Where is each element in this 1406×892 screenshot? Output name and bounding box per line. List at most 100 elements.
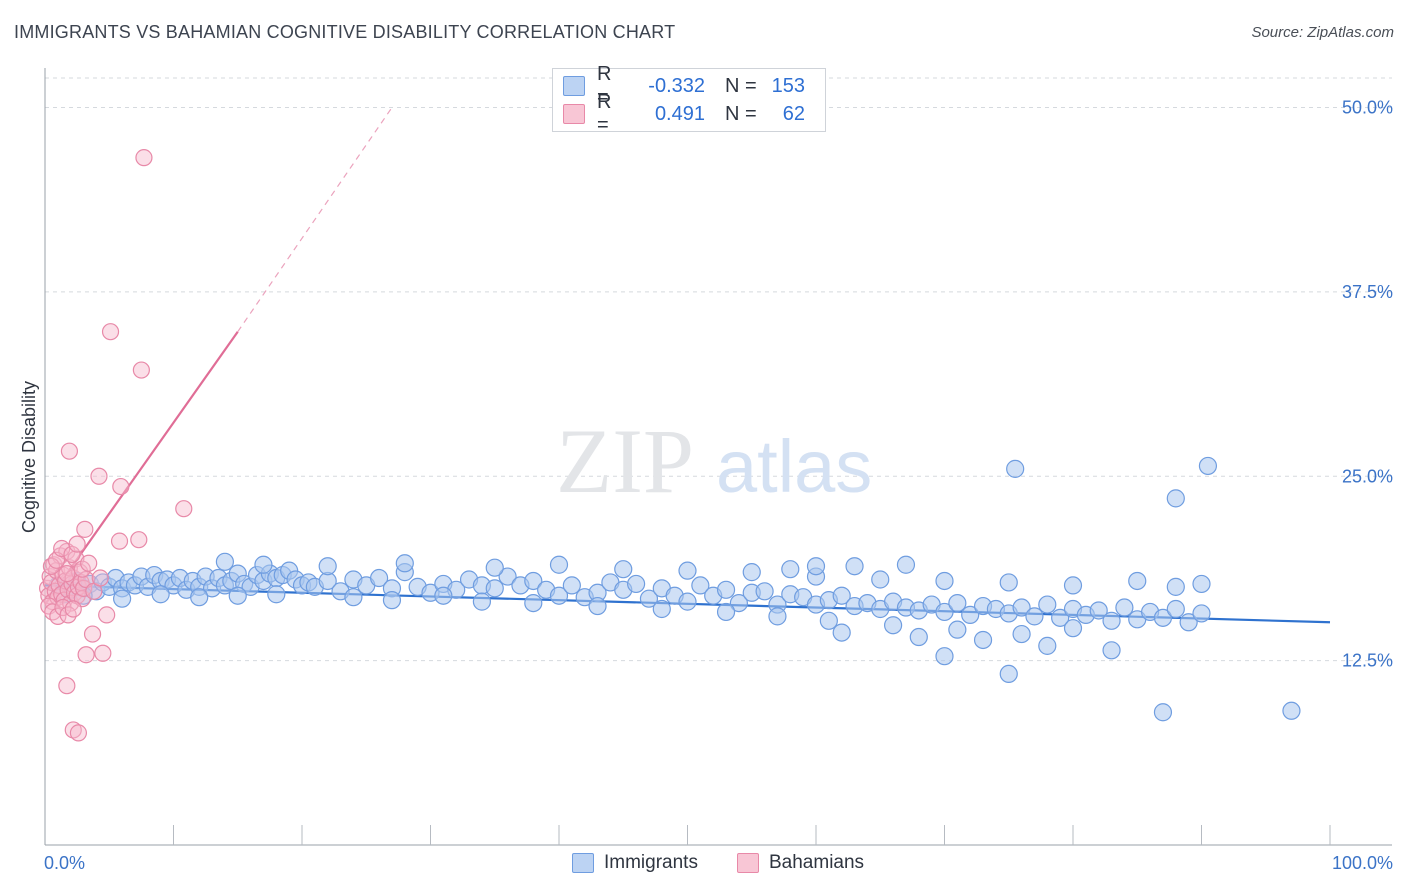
bahamians-point <box>58 564 76 583</box>
bahamians-swatch <box>737 853 759 873</box>
immigrants-point <box>267 585 286 604</box>
immigrants-points <box>48 456 1301 722</box>
bahamians-point <box>63 545 81 564</box>
immigrants-point <box>883 616 903 635</box>
immigrants-point <box>1089 601 1108 620</box>
immigrants-point <box>1166 489 1185 508</box>
bahamians-point <box>69 724 88 742</box>
immigrants-point <box>896 555 916 574</box>
immigrants-point <box>626 574 646 594</box>
immigrants-point <box>344 588 363 607</box>
immigrants-point <box>961 605 980 625</box>
immigrants-label: Immigrants <box>604 852 698 873</box>
legend-row-bahamians: R = 0.491 N = 62 <box>563 91 805 136</box>
trend-lines <box>44 107 1331 624</box>
immigrants-point <box>588 596 607 616</box>
gridlines <box>45 77 1392 662</box>
legend-item-bahamians[interactable]: Bahamians <box>737 852 864 874</box>
y-tick-label: 37.5% <box>1342 282 1393 302</box>
bahamians-point <box>80 554 98 572</box>
immigrants-point <box>524 593 543 613</box>
immigrants-point <box>1153 703 1173 722</box>
immigrants-point <box>485 579 504 598</box>
legend-row-immigrants: R = -0.332 N = 153 <box>563 63 805 108</box>
bahamians-point <box>112 477 130 496</box>
legend-swatch-immigrants <box>563 76 585 96</box>
immigrants-point <box>832 623 851 642</box>
immigrants-point <box>1179 613 1198 632</box>
axes <box>44 68 1392 846</box>
x-tick-label-max: 100.0% <box>1332 853 1393 873</box>
source-label: Source: ZipAtlas.com <box>1251 24 1394 41</box>
immigrants-point <box>742 563 761 582</box>
immigrants-point <box>755 582 774 601</box>
immigrants-point <box>639 589 659 608</box>
immigrants-point <box>1012 598 1031 617</box>
legend-r-value: 0.491 <box>654 102 705 125</box>
bahamians-trendline-extension <box>237 107 393 333</box>
immigrants-point <box>729 593 749 613</box>
bahamians-point <box>98 606 116 624</box>
bahamians-point <box>132 361 150 379</box>
immigrants-point <box>845 557 864 576</box>
immigrants-point <box>999 664 1018 684</box>
bahamians-label: Bahamians <box>769 852 865 873</box>
immigrants-point <box>871 570 890 589</box>
immigrants-point <box>948 620 967 639</box>
immigrants-point <box>228 586 247 605</box>
y-tick-label: 25.0% <box>1342 466 1393 486</box>
immigrants-point <box>1192 604 1211 623</box>
immigrants-point <box>190 588 209 607</box>
bahamians-point <box>101 323 120 341</box>
immigrants-point <box>382 591 402 610</box>
bahamians-point <box>175 500 193 518</box>
immigrants-point <box>498 567 517 586</box>
immigrants-swatch <box>572 853 594 873</box>
immigrants-point <box>1025 607 1044 626</box>
immigrants-point <box>948 593 967 613</box>
bahamians-point <box>58 677 76 695</box>
legend-n-label: N = <box>725 102 757 125</box>
bahamians-point <box>73 560 91 578</box>
series-legend: Immigrants Bahamians <box>0 852 1406 878</box>
bahamians-point <box>83 625 102 643</box>
immigrants-point <box>652 599 671 619</box>
bahamians-point <box>68 535 86 553</box>
legend-r-label: R = <box>597 63 612 108</box>
immigrants-point <box>472 592 491 611</box>
tick-labels: 12.5% 25.0% 37.5% 50.0% 0.0% 100.0% <box>44 98 1393 874</box>
x-tick-label-min: 0.0% <box>44 853 85 873</box>
immigrants-point <box>318 557 337 576</box>
immigrants-point <box>716 602 736 622</box>
immigrants-point <box>1115 598 1134 617</box>
immigrants-point <box>395 554 414 573</box>
legend-n-value: 62 <box>782 102 805 125</box>
immigrants-point <box>1198 456 1218 476</box>
immigrants-point <box>549 586 569 605</box>
immigrants-point <box>909 627 928 647</box>
bahamians-point <box>77 646 95 664</box>
legend-item-immigrants[interactable]: Immigrants <box>572 852 698 874</box>
bahamians-point <box>94 644 112 662</box>
immigrants-point <box>806 557 826 576</box>
bahamians-point <box>110 532 129 550</box>
immigrants-point <box>678 592 697 611</box>
bahamians-trendline <box>44 331 239 606</box>
immigrants-point <box>999 573 1018 592</box>
bahamians-point <box>130 531 148 549</box>
bahamians-point <box>135 149 153 167</box>
immigrants-point <box>1282 701 1301 720</box>
bahamians-point <box>53 539 71 558</box>
immigrants-point <box>434 586 453 605</box>
immigrants-point <box>370 568 389 588</box>
immigrants-point <box>678 561 697 580</box>
immigrants-point <box>832 586 851 605</box>
immigrants-point <box>485 558 504 577</box>
immigrants-point <box>819 611 838 630</box>
immigrants-point <box>254 555 273 574</box>
immigrants-point <box>549 555 569 574</box>
immigrants-point <box>1166 599 1185 619</box>
legend-n-value: 153 <box>771 74 805 97</box>
immigrants-point <box>524 571 543 591</box>
